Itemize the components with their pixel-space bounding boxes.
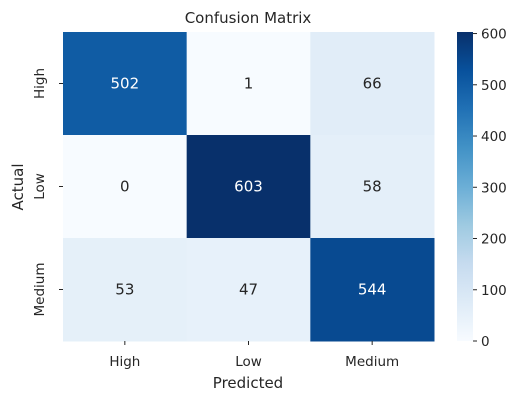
x-tick-label: Medium	[345, 354, 399, 370]
heatmap-cell	[310, 32, 435, 136]
heatmap-cell	[186, 32, 311, 136]
x-tick-label: Low	[235, 354, 262, 370]
colorbar-tick-label: 500	[481, 78, 507, 94]
colorbar-tick-label: 100	[481, 283, 507, 299]
y-tick-label: High	[32, 68, 48, 99]
chart-title: Confusion Matrix	[185, 9, 312, 27]
colorbar-tick-label: 0	[481, 334, 490, 350]
x-tick-label: High	[109, 354, 140, 370]
colorbar-tick-label: 600	[481, 27, 507, 43]
colorbar-tick-label: 400	[481, 129, 507, 145]
cell-value-label: 66	[363, 75, 382, 93]
colorbar-ticks: 0 100 200 300 400 500 600	[473, 27, 507, 350]
heatmap-cell	[186, 135, 311, 239]
heatmap-cells	[63, 32, 435, 342]
cell-value-label: 58	[363, 178, 382, 196]
colorbar-tick-label: 200	[481, 232, 507, 248]
heatmap-cell	[63, 32, 188, 136]
y-tick-label: Low	[32, 173, 48, 200]
heatmap-cell	[310, 135, 435, 239]
heatmap-cell	[63, 238, 188, 342]
x-axis-ticks: High Low Medium	[109, 341, 399, 370]
heatmap-cell	[186, 238, 311, 342]
heatmap-cell	[63, 135, 188, 239]
cell-value-label: 1	[244, 75, 254, 93]
colorbar-tick-label: 300	[481, 180, 507, 196]
heatmap-cell	[310, 238, 435, 342]
cell-value-label: 0	[120, 178, 130, 196]
y-tick-label: Medium	[32, 263, 48, 317]
cell-value-label: 544	[358, 281, 387, 299]
y-axis-label: Actual	[9, 164, 27, 211]
cell-value-label: 47	[239, 281, 258, 299]
cell-value-label: 502	[111, 75, 140, 93]
cell-value-label: 53	[115, 281, 134, 299]
heatmap-cell-labels: 502 1 66 0 603 58 53 47 544	[111, 75, 387, 299]
x-axis-label: Predicted	[213, 374, 283, 392]
cell-value-label: 603	[234, 178, 263, 196]
y-axis-ticks: High Low Medium	[32, 68, 63, 317]
colorbar	[457, 32, 473, 341]
